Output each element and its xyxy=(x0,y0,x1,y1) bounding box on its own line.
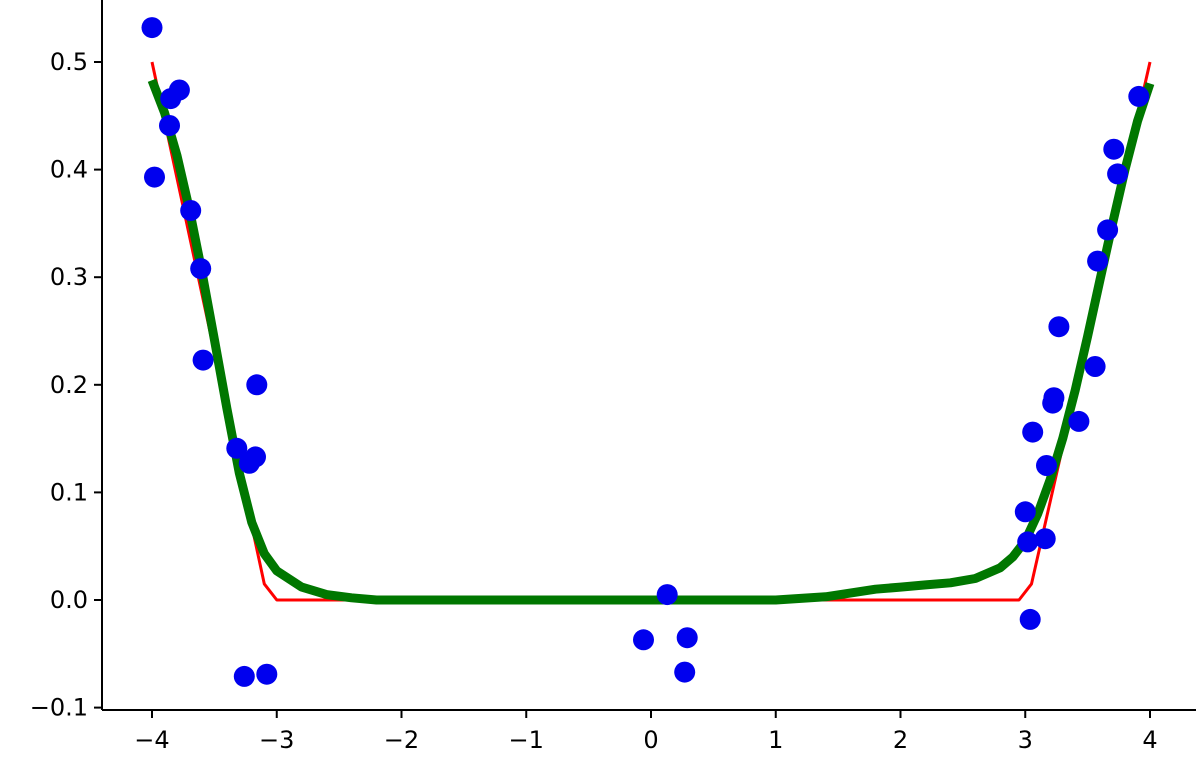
data-point xyxy=(1017,531,1039,553)
x-axis-ticks: −4 −3 −2 −1 0 1 2 3 4 xyxy=(134,710,1158,754)
y-tick-label: 0.5 xyxy=(50,48,88,76)
data-point xyxy=(159,115,180,136)
data-point xyxy=(168,79,190,101)
y-tick-label: 0.4 xyxy=(50,156,88,184)
data-point xyxy=(1034,528,1056,550)
data-point xyxy=(1022,421,1044,443)
x-tick-label: 3 xyxy=(1018,726,1033,754)
data-point xyxy=(141,17,163,39)
x-tick-label: −4 xyxy=(134,726,169,754)
data-point xyxy=(180,200,202,221)
x-tick-label: 4 xyxy=(1142,726,1157,754)
curve-layer xyxy=(147,61,1155,605)
data-point xyxy=(1103,138,1125,160)
x-tick-label: 0 xyxy=(643,726,658,754)
data-point xyxy=(1043,387,1065,409)
y-tick-label: 0.0 xyxy=(50,586,88,614)
data-point xyxy=(1014,501,1036,523)
data-point xyxy=(656,584,678,606)
data-point xyxy=(1084,356,1106,377)
data-point xyxy=(245,446,266,468)
y-tick-label: 0.1 xyxy=(50,478,88,506)
data-point xyxy=(674,661,696,683)
data-point xyxy=(1107,163,1129,185)
series-line-2 xyxy=(147,78,1155,605)
data-point xyxy=(1019,608,1041,630)
x-tick-label: −3 xyxy=(259,726,294,754)
data-point xyxy=(1036,455,1057,476)
data-point xyxy=(233,665,255,687)
data-point xyxy=(190,258,212,280)
x-tick-label: 2 xyxy=(893,726,908,754)
data-point xyxy=(676,627,698,649)
data-point xyxy=(1048,316,1070,338)
data-point xyxy=(144,166,165,188)
data-point xyxy=(246,374,268,396)
x-tick-label: −2 xyxy=(384,726,419,754)
x-tick-label: −1 xyxy=(509,726,544,754)
data-point xyxy=(1068,410,1090,432)
series-line-1 xyxy=(150,61,1152,602)
data-point xyxy=(1087,250,1109,272)
data-point xyxy=(1097,219,1119,241)
data-point xyxy=(1128,85,1150,107)
y-tick-label: 0.3 xyxy=(50,263,88,291)
y-tick-label: −0.1 xyxy=(30,694,88,722)
data-point xyxy=(256,663,278,685)
data-point xyxy=(226,437,248,459)
point-layer xyxy=(141,17,1150,687)
data-point xyxy=(192,349,214,371)
y-tick-label: 0.2 xyxy=(50,371,88,399)
y-axis-ticks: −0.1 0.0 0.1 0.2 0.3 0.4 0.5 xyxy=(30,48,102,722)
x-tick-label: 1 xyxy=(768,726,783,754)
data-point xyxy=(633,629,654,651)
